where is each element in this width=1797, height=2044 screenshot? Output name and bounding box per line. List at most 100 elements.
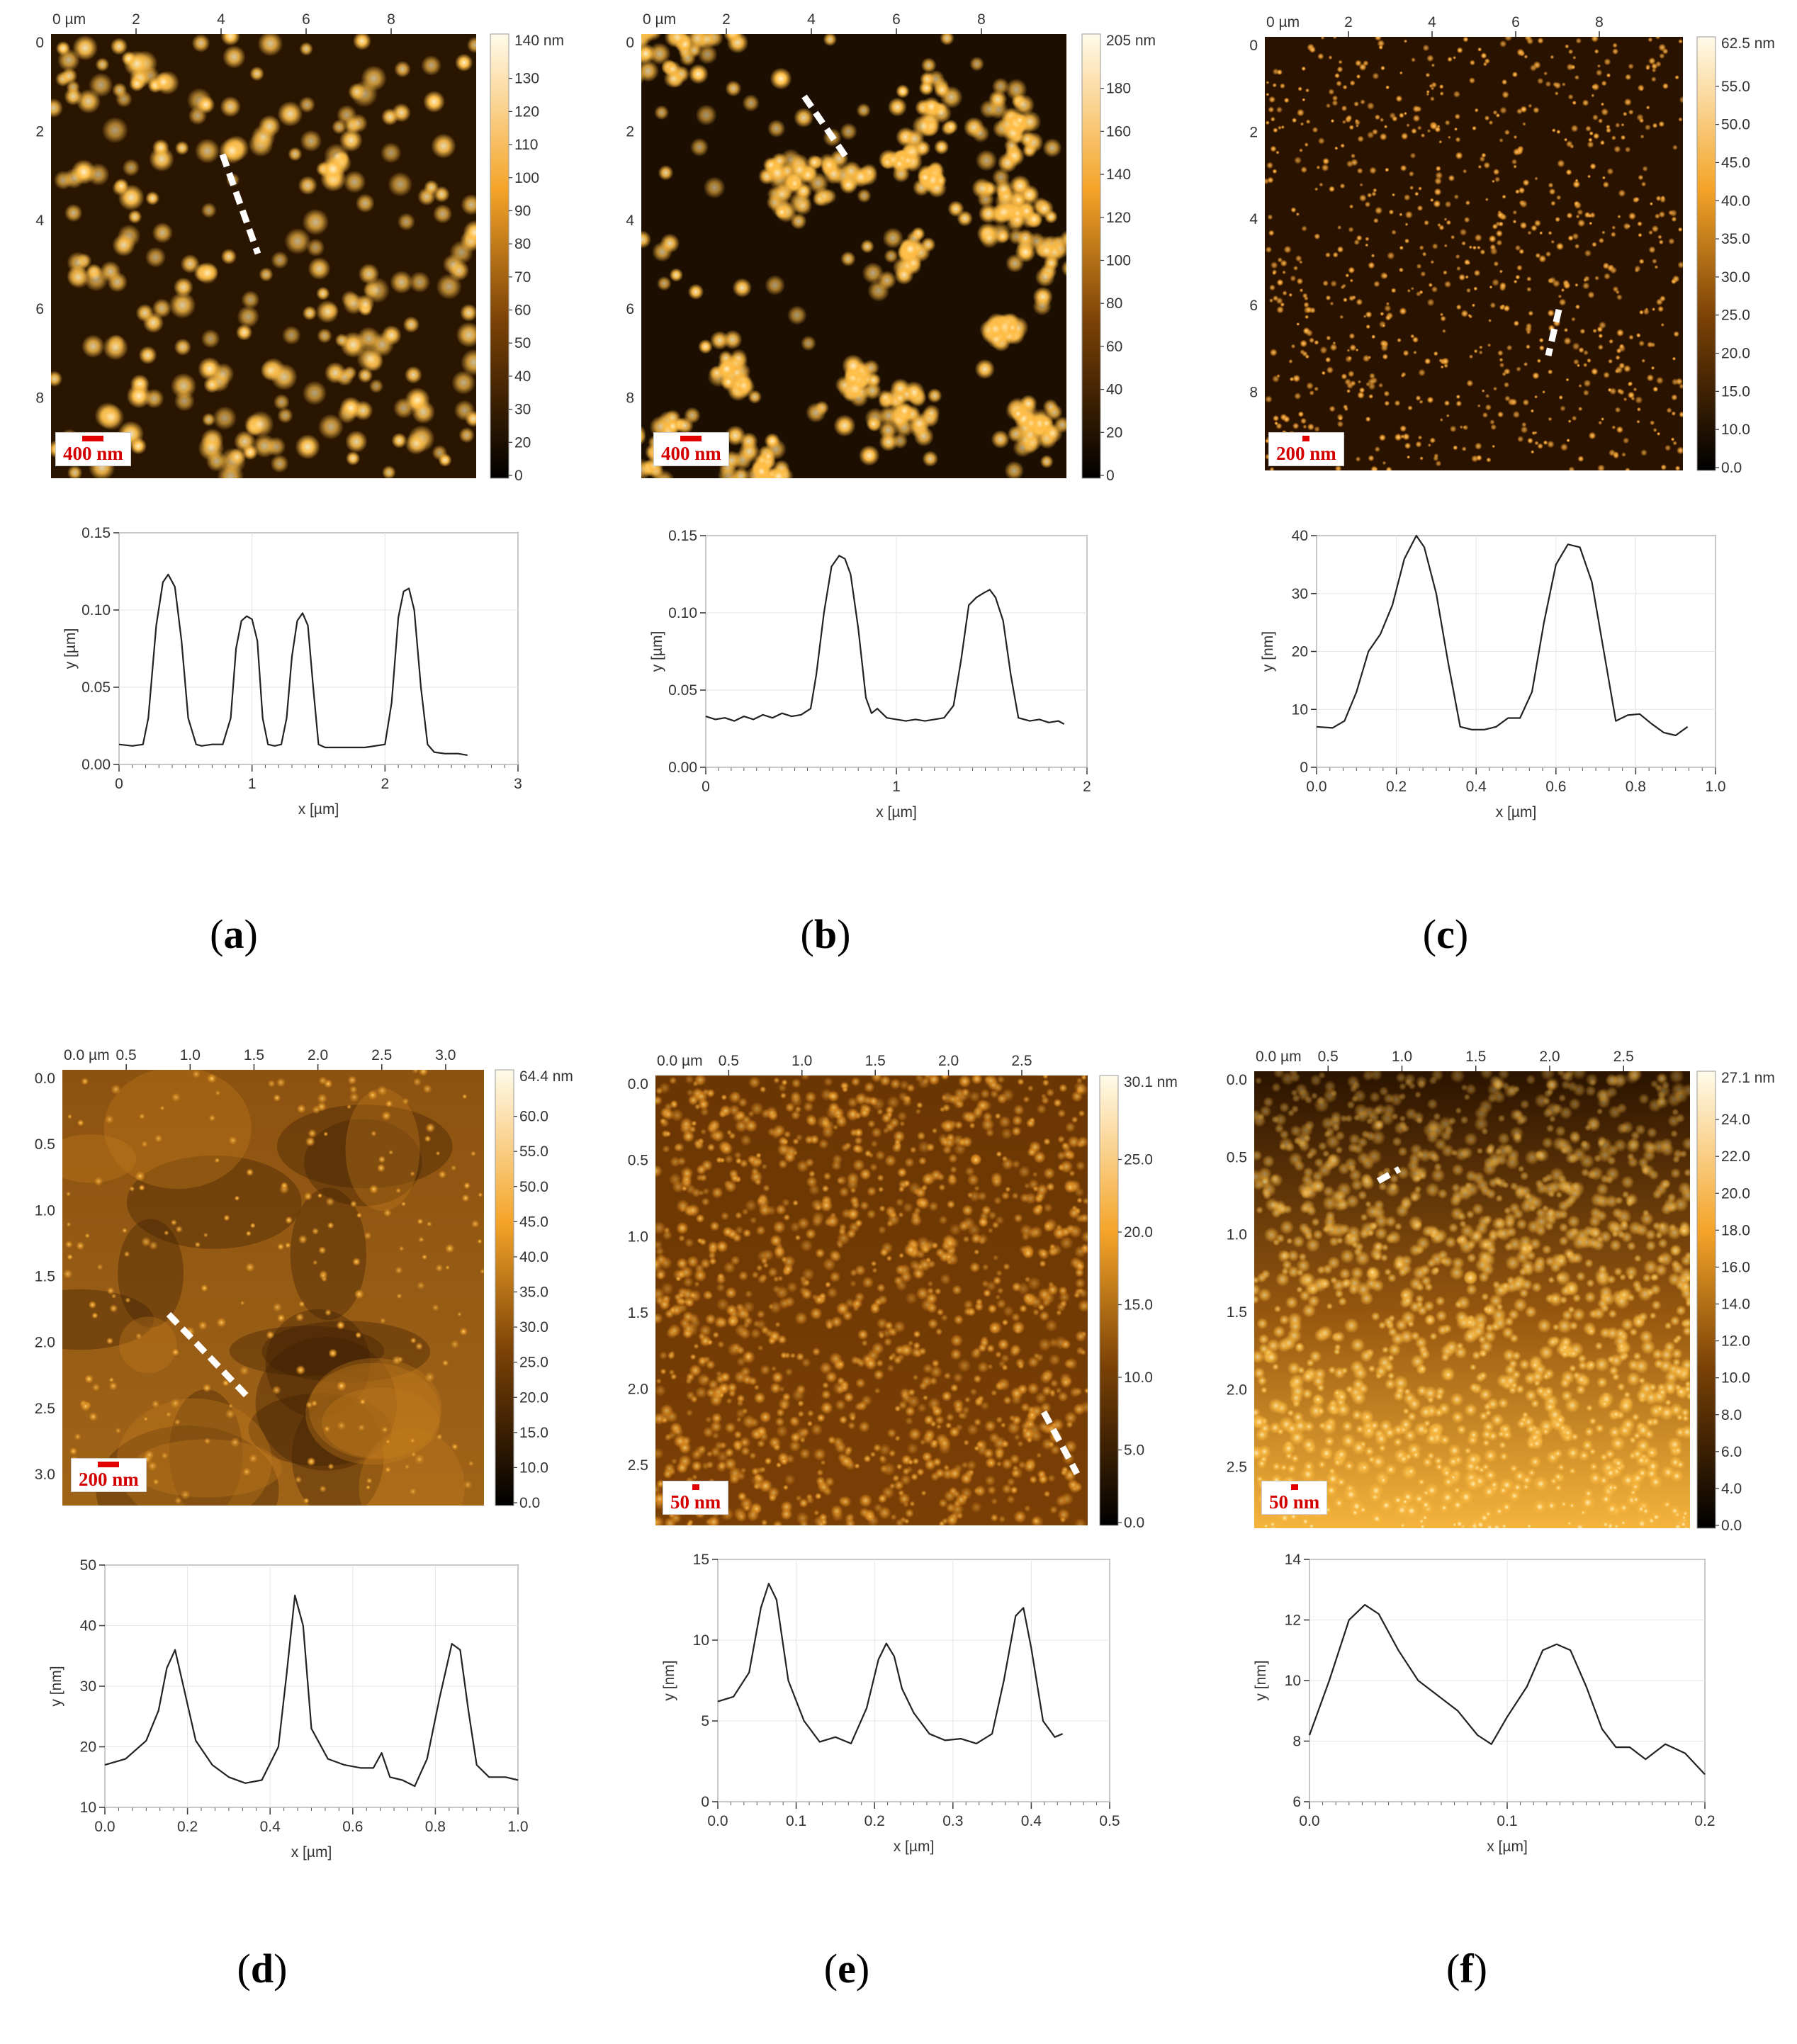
afm-y-tick-e: 0.0 (628, 1076, 648, 1092)
colorbar-tick-c: 45.0 (1721, 154, 1750, 171)
scale-bar-mark-a (82, 436, 104, 441)
colorbar-tick-f: 10.0 (1721, 1370, 1750, 1387)
afm-y-tick-f: 1.0 (1227, 1227, 1247, 1243)
plot-y-label-f: y [nm] (1253, 1660, 1269, 1700)
afm-y-tick-e: 1.0 (628, 1229, 648, 1245)
colorbar-tick-a: 60 (514, 303, 531, 319)
afm-y-tick-e: 2.0 (628, 1382, 648, 1398)
plot-x-label-b: x [µm] (876, 804, 917, 820)
colorbar-tick-c: 20.0 (1721, 346, 1750, 362)
afm-x-tick-f: 1.0 (1392, 1049, 1412, 1065)
colorbar-e: 30.1 nm 25.0 20.0 15.0 10.0 5.0 0.0 (1099, 1074, 1178, 1531)
plot-x-tick-e: 0.4 (1021, 1813, 1042, 1829)
scale-bar-label-c: 200 nm (1276, 443, 1336, 464)
afm-x-tick-a: 6 (302, 11, 310, 28)
plot-y-label-c: y [nm] (1260, 631, 1276, 672)
colorbar-a: 140 nm 130 120 110 100 90 80 70 60 50 40 30 20 0 (490, 33, 564, 484)
colorbar-tick-b: 0 (1106, 468, 1115, 484)
plot-x-tick-c: 0.8 (1626, 779, 1646, 795)
colorbar-c: 62.5 nm 55.0 50.0 45.0 40.0 35.0 30.0 25.0 20.0 1… (1696, 35, 1775, 476)
plot-y-tick-d: 40 (80, 1618, 96, 1634)
colorbar-tick-e: 25.0 (1124, 1152, 1153, 1168)
afm-image-b (641, 34, 1066, 478)
scale-bar-label-e: 50 nm (670, 1491, 721, 1513)
afm-y-tick-d: 1.0 (35, 1202, 55, 1219)
plot-y-label-e: y [nm] (661, 1660, 677, 1700)
plot-frame-e (717, 1559, 1110, 1802)
colorbar-f: 27.1 nm 24.0 22.0 20.0 18.0 16.0 14.0 12.0 10.0 8… (1696, 1070, 1775, 1534)
afm-y-tick-d: 3.0 (35, 1467, 55, 1483)
plot-y-tick-f: 14 (1285, 1552, 1302, 1568)
plot-x-label-f: x [µm] (1487, 1839, 1528, 1855)
plot-x-tick-c: 1.0 (1705, 779, 1725, 795)
panel-label-b: (b) (800, 911, 851, 957)
plot-x-tick-e: 0.3 (942, 1813, 963, 1829)
plot-x-tick-c: 0.2 (1386, 779, 1407, 795)
plot-x-label-e: x [µm] (894, 1839, 935, 1855)
plot-x-tick-d: 1.0 (507, 1819, 528, 1835)
profile-line-f (1376, 1166, 1402, 1184)
afm-x-tick-e: 1.5 (865, 1053, 886, 1069)
afm-y-tick-b: 2 (626, 123, 634, 140)
afm-y-tick-f: 2.0 (1227, 1382, 1247, 1398)
afm-x-tick-d: 0.5 (116, 1047, 137, 1063)
plot-y-tick-a: 0.00 (81, 757, 111, 773)
colorbar-tick-d: 0.0 (519, 1495, 540, 1511)
afm-x-tick-e: 1.0 (792, 1053, 812, 1069)
afm-y-tick-b: 6 (626, 301, 634, 317)
plot-y-tick-a: 0.05 (81, 679, 111, 696)
plot-y-tick-d: 20 (80, 1739, 96, 1756)
afm-y-tick-c: 0 (1249, 38, 1258, 54)
plot-x-tick-f: 0.2 (1694, 1813, 1715, 1829)
colorbar-tick-a: 130 (514, 71, 539, 87)
colorbar-tick-d: 60.0 (519, 1109, 548, 1125)
panel-letter-b: b (813, 911, 838, 957)
plot-y-tick-f: 6 (1292, 1794, 1301, 1810)
afm-x-origin-a: 0 µm (52, 11, 86, 28)
colorbar-tick-d: 30.0 (519, 1319, 548, 1336)
plot-y-tick-e: 15 (693, 1552, 709, 1568)
afm-axes-f: 0.0 µm 0.5 1.0 1.5 2.0 2.5 0.0 0.5 1.0 1.5 2.0 2.5 (1227, 1049, 1634, 1476)
plot-y-tick-c: 30 (1292, 586, 1308, 602)
colorbar-d: 64.4 nm 60.0 55.0 50.0 45.0 40.0 35.0 30.0 25.0 2… (495, 1068, 573, 1511)
afm-x-tick-c: 8 (1595, 14, 1604, 30)
afm-axes-a: 0 µm 2 4 6 8 0 2 4 6 8 (35, 11, 395, 407)
colorbar-tick-f: 16.0 (1721, 1259, 1750, 1275)
afm-y-tick-e: 2.5 (628, 1457, 648, 1474)
profile-series-line-e (717, 1583, 1064, 1744)
plot-x-tick-e: 0.0 (707, 1813, 728, 1829)
afm-x-tick-e: 2.0 (938, 1053, 959, 1069)
scale-bar-mark-c (1302, 436, 1310, 441)
afm-x-tick-f: 0.5 (1318, 1049, 1339, 1065)
afm-y-tick-b: 0 (626, 35, 634, 51)
panel-label-a: (a) (210, 911, 258, 957)
afm-axes-e: 0.0 µm 0.5 1.0 1.5 2.0 2.5 0.0 0.5 1.0 1.5 2.0 2.5 (628, 1053, 1032, 1474)
colorbar-tick-e: 0.0 (1124, 1515, 1144, 1531)
plot-x-tick-d: 0.0 (94, 1819, 115, 1835)
colorbar-tick-a: 0 (514, 468, 523, 484)
plot-y-tick-d: 10 (80, 1800, 96, 1816)
colorbar-tick-b: 80 (1106, 295, 1122, 312)
afm-axes-c: 0 µm 2 4 6 8 0 2 4 6 8 (1249, 14, 1604, 401)
plot-y-tick-f: 10 (1285, 1673, 1301, 1689)
colorbar-tick-c: 25.0 (1721, 307, 1750, 324)
colorbar-tick-c: 55.0 (1721, 79, 1750, 95)
afm-x-tick-a: 8 (387, 11, 395, 28)
colorbar-tick-c: 35.0 (1721, 231, 1750, 247)
afm-y-tick-c: 8 (1249, 385, 1258, 401)
colorbar-tick-b: 40 (1106, 382, 1122, 398)
afm-x-tick-b: 4 (807, 11, 816, 28)
plot-x-tick-d: 0.8 (425, 1819, 446, 1835)
plot-y-tick-b: 0.00 (668, 760, 697, 776)
scale-bar-mark-e (692, 1484, 699, 1490)
colorbar-tick-a: 90 (514, 203, 531, 219)
colorbar-tick-b: 20 (1106, 424, 1122, 441)
plot-y-tick-f: 8 (1292, 1734, 1301, 1750)
colorbar-tick-d: 50.0 (519, 1179, 548, 1195)
profile-series-line-f (1308, 1603, 1706, 1775)
afm-y-tick-f: 0.5 (1227, 1149, 1247, 1165)
colorbar-tick-f: 4.0 (1721, 1481, 1742, 1497)
plot-x-tick-b: 1 (892, 779, 901, 795)
afm-y-tick-c: 4 (1249, 211, 1258, 227)
profile-series-line-a (118, 573, 468, 756)
